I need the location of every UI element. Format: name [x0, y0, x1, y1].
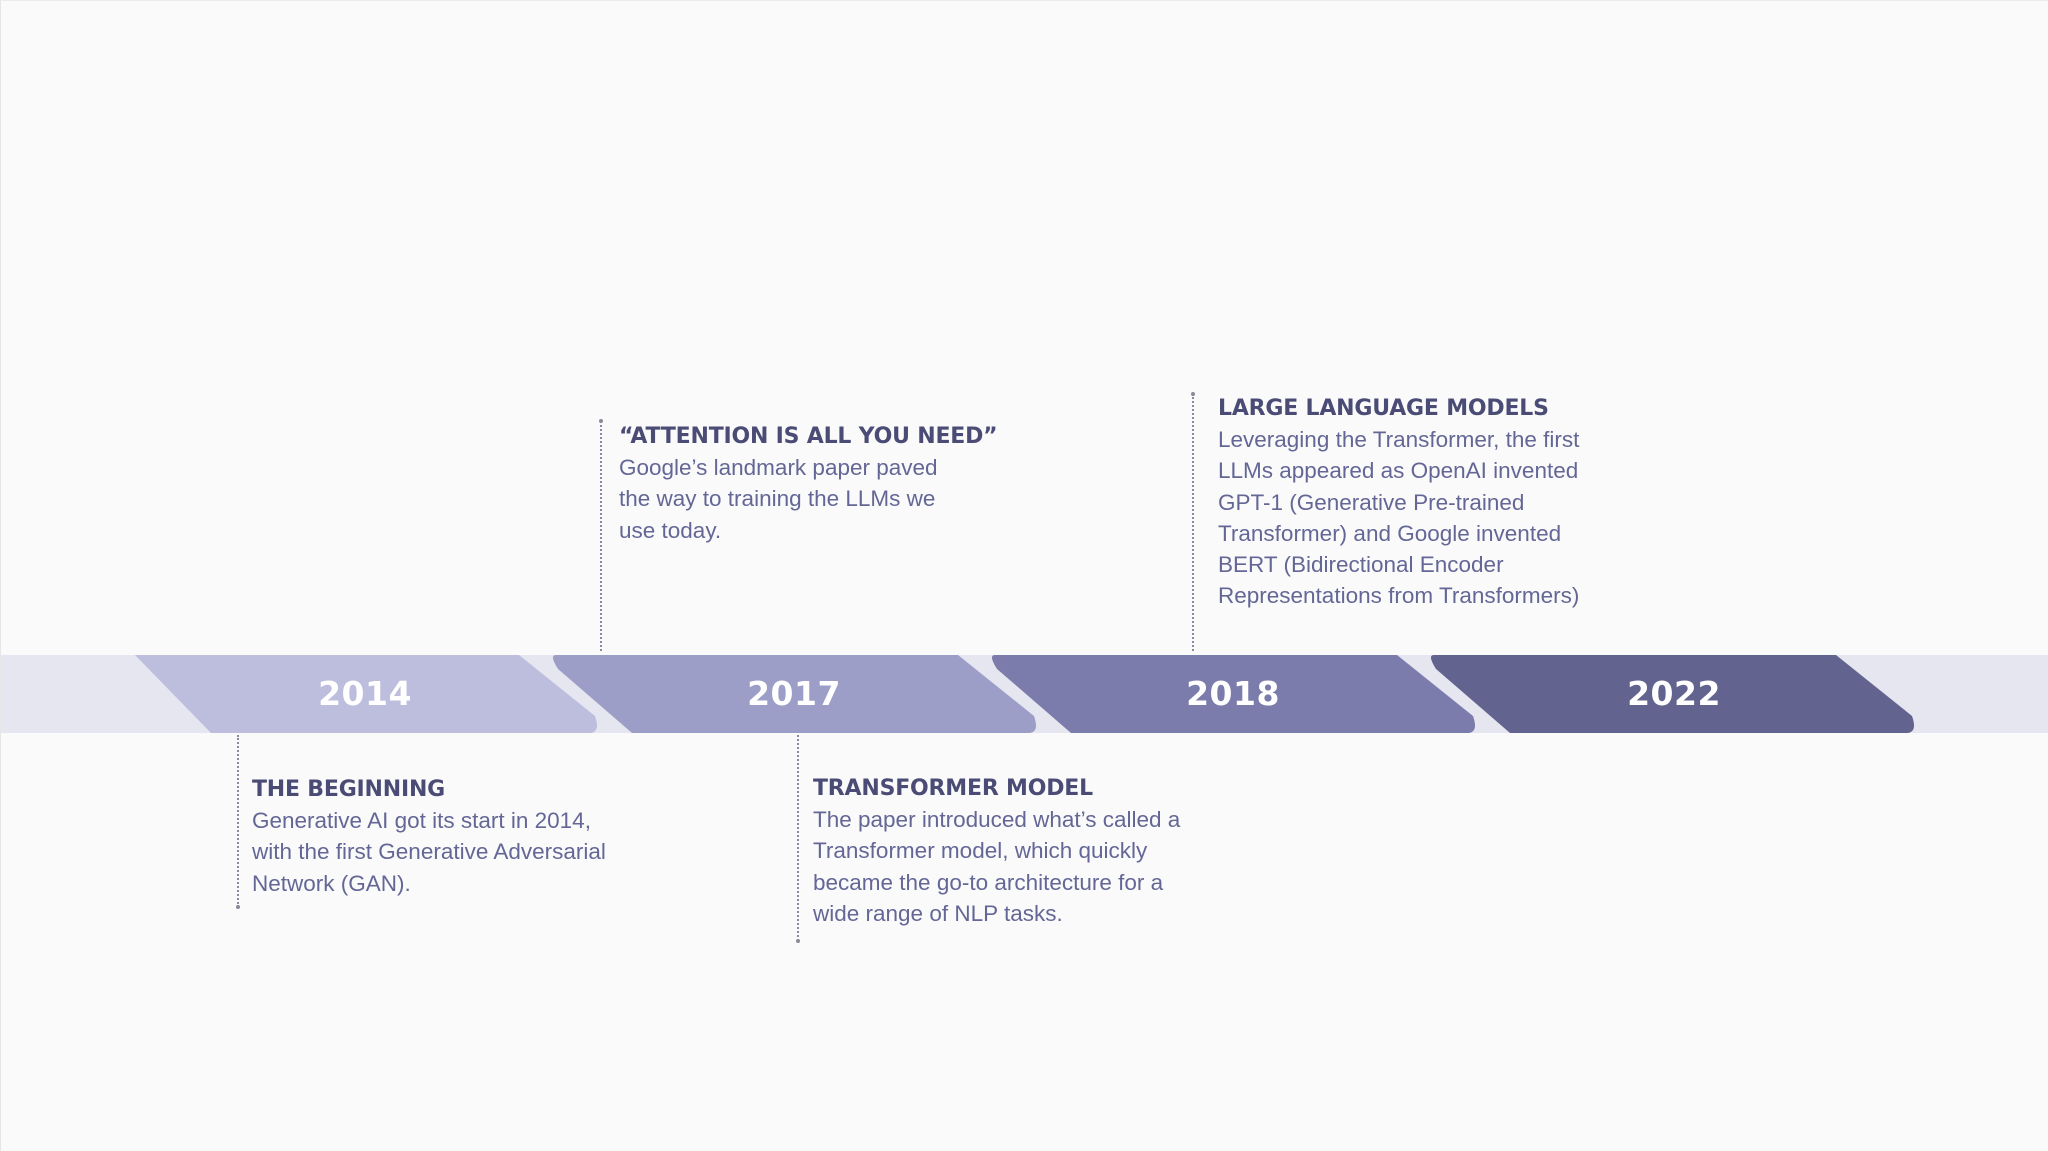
year-label-2017: 2017 — [747, 674, 841, 713]
leader-line-attention — [599, 419, 603, 651]
chevron-2017 — [552, 655, 1036, 733]
event-description: Leveraging the Transformer, the first LL… — [1218, 427, 1580, 609]
year-label-2018: 2018 — [1186, 674, 1280, 713]
leader-line-transformer — [796, 735, 800, 943]
chevron-2022 — [1430, 655, 1914, 733]
event-title: TRANSFORMER MODEL — [813, 776, 1093, 801]
chevron-2014 — [135, 655, 597, 733]
event-attention: “ATTENTION IS ALL YOU NEED” Google’s lan… — [619, 422, 998, 546]
event-title: LARGE LANGUAGE MODELS — [1218, 396, 1549, 421]
event-beginning: THE BEGINNING Generative AI got its star… — [252, 775, 612, 899]
chevron-2018 — [991, 655, 1475, 733]
event-description: Google’s landmark paper paved the way to… — [619, 455, 938, 543]
event-description: The paper introduced what’s called a Tra… — [813, 807, 1181, 926]
year-label-2014: 2014 — [318, 674, 412, 713]
year-label-2022: 2022 — [1627, 674, 1721, 713]
event-large-language-models: LARGE LANGUAGE MODELS Leveraging the Tra… — [1218, 394, 1598, 612]
event-transformer: TRANSFORMER MODEL The paper introduced w… — [813, 774, 1183, 929]
leader-line-llm — [1191, 392, 1195, 651]
leader-line-beginning — [236, 735, 240, 909]
event-title: “ATTENTION IS ALL YOU NEED” — [619, 424, 998, 449]
event-title: THE BEGINNING — [252, 777, 446, 802]
event-description: Generative AI got its start in 2014, wit… — [252, 808, 606, 896]
